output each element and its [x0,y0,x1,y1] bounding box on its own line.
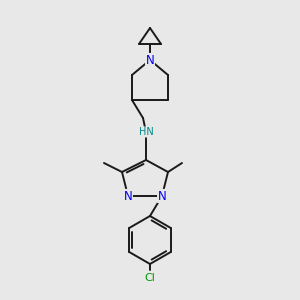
Text: Cl: Cl [145,273,155,283]
Text: HN: HN [139,127,153,137]
Text: N: N [146,53,154,67]
Text: N: N [158,190,166,202]
Text: N: N [124,190,132,202]
